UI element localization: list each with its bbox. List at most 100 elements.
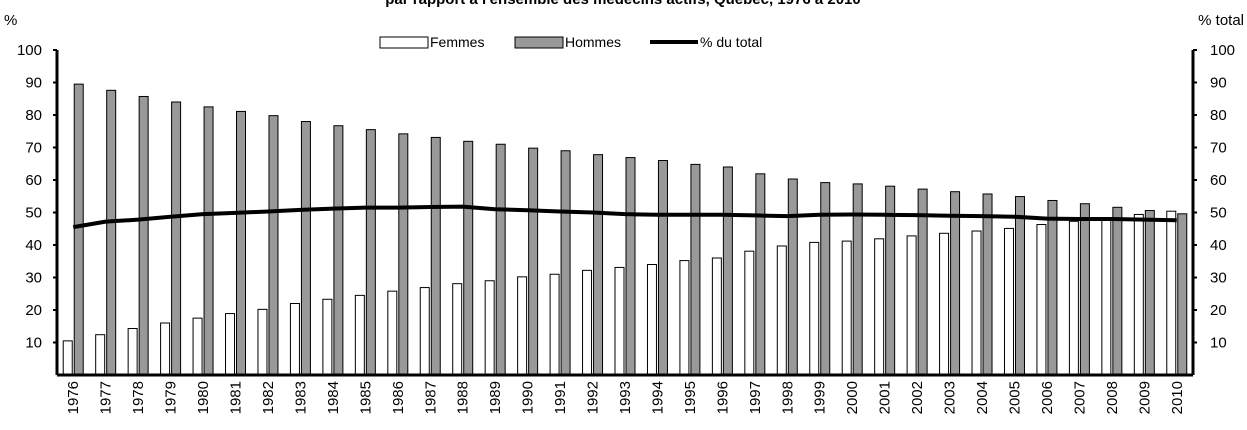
line-pct-total xyxy=(72,204,1177,230)
x-tick-label-1978: 1978 xyxy=(130,381,147,414)
bar-femmes-2010 xyxy=(1166,210,1177,376)
bar-hommes-1998 xyxy=(787,178,798,376)
y-tick-label-right-30: 30 xyxy=(1210,270,1227,287)
y-tick-label-right-10: 10 xyxy=(1210,335,1227,352)
y-tick-label-right-40: 40 xyxy=(1210,237,1227,254)
x-tick-label-2004: 2004 xyxy=(974,381,991,414)
x-tick-label-1998: 1998 xyxy=(779,381,796,414)
y-tick-label-right-90: 90 xyxy=(1210,75,1227,92)
bar-femmes-1985 xyxy=(354,294,365,376)
x-tick-label-1979: 1979 xyxy=(163,381,180,414)
bar-femmes-1977 xyxy=(95,334,106,376)
bar-hommes-1988 xyxy=(463,140,474,376)
bar-femmes-1984 xyxy=(322,298,333,376)
bar-hommes-1994 xyxy=(657,160,668,376)
x-tick-label-1992: 1992 xyxy=(585,381,602,414)
x-tick-label-1996: 1996 xyxy=(714,381,731,414)
bar-femmes-1979 xyxy=(160,322,171,376)
bar-hommes-1982 xyxy=(268,115,279,376)
bar-hommes-2007 xyxy=(1079,203,1090,376)
y-tick-label-left-50: 50 xyxy=(25,205,42,222)
bar-hommes-1984 xyxy=(333,125,344,376)
y-tick-label-left-80: 80 xyxy=(25,107,42,124)
x-tick-label-1991: 1991 xyxy=(552,381,569,414)
y-tick-label-right-50: 50 xyxy=(1210,205,1227,222)
y-axis-left-label: % xyxy=(4,12,17,29)
bar-hommes-1977 xyxy=(106,89,117,376)
y-tick-label-left-60: 60 xyxy=(25,172,42,189)
bar-femmes-2004 xyxy=(971,230,982,376)
x-tick-label-2006: 2006 xyxy=(1039,381,1056,414)
x-tick-label-1988: 1988 xyxy=(455,381,472,414)
y-tick-label-left-10: 10 xyxy=(25,335,42,352)
bar-hommes-1992 xyxy=(593,154,604,376)
bar-femmes-1998 xyxy=(776,245,787,376)
x-tick-label-1989: 1989 xyxy=(487,381,504,414)
bar-femmes-1993 xyxy=(614,266,625,376)
chart-title: par rapport à l'ensemble des médecins ac… xyxy=(385,0,860,8)
x-tick-label-2002: 2002 xyxy=(909,381,926,414)
bar-femmes-2002 xyxy=(906,235,917,376)
bar-femmes-2008 xyxy=(1101,217,1112,376)
bar-femmes-1983 xyxy=(289,303,300,376)
bar-hommes-1983 xyxy=(300,121,311,376)
x-tick-label-2008: 2008 xyxy=(1104,381,1121,414)
bar-femmes-1999 xyxy=(809,241,820,376)
bar-femmes-1978 xyxy=(127,328,138,376)
bar-hommes-2003 xyxy=(950,191,961,376)
bar-hommes-1985 xyxy=(365,129,376,376)
legend-label-femmes: Femmes xyxy=(430,34,484,50)
bar-hommes-2005 xyxy=(1014,196,1025,376)
bar-hommes-1986 xyxy=(398,133,409,376)
y-tick-label-left-100: 100 xyxy=(17,42,42,59)
bar-femmes-1989 xyxy=(484,280,495,376)
x-tick-label-1987: 1987 xyxy=(422,381,439,414)
bar-femmes-1986 xyxy=(387,290,398,376)
bar-hommes-1997 xyxy=(755,173,766,376)
bar-hommes-1991 xyxy=(560,150,571,376)
bar-femmes-2001 xyxy=(874,238,885,376)
bar-hommes-2006 xyxy=(1047,199,1058,376)
bar-hommes-1995 xyxy=(690,163,701,376)
plot-area: 10 10 20 20 30 30 40 40 50 50 60 60 70 70 80 80 90 90 100 1… xyxy=(17,42,1235,414)
bar-hommes-1979 xyxy=(171,101,182,376)
bar-femmes-1992 xyxy=(582,269,593,376)
bar-femmes-2006 xyxy=(1036,224,1047,376)
y-tick-label-right-100: 100 xyxy=(1210,42,1235,59)
bar-femmes-1997 xyxy=(744,250,755,376)
x-tick-label-1994: 1994 xyxy=(649,381,666,414)
x-tick-label-1997: 1997 xyxy=(747,381,764,414)
legend: Femmes Hommes % du total xyxy=(379,34,762,50)
bar-hommes-1980 xyxy=(203,106,214,376)
y-tick-label-right-70: 70 xyxy=(1210,140,1227,157)
bar-hommes-1987 xyxy=(430,136,441,376)
bar-femmes-2005 xyxy=(1003,227,1014,376)
bar-hommes-1993 xyxy=(625,157,636,376)
bar-hommes-2004 xyxy=(982,193,993,376)
legend-label-total: % du total xyxy=(700,34,762,50)
x-tick-label-1980: 1980 xyxy=(195,381,212,414)
legend-swatch-hommes xyxy=(514,36,564,49)
x-tick-label-1976: 1976 xyxy=(65,381,82,414)
bar-femmes-1981 xyxy=(225,313,236,376)
bar-hommes-1981 xyxy=(236,110,247,376)
x-tick-label-2001: 2001 xyxy=(877,381,894,414)
bar-femmes-1990 xyxy=(517,276,528,376)
x-tick-label-1982: 1982 xyxy=(260,381,277,414)
bar-femmes-2000 xyxy=(841,240,852,376)
legend-label-hommes: Hommes xyxy=(565,34,621,50)
y-tick-label-right-20: 20 xyxy=(1210,302,1227,319)
bar-femmes-1987 xyxy=(419,287,430,376)
y-tick-label-left-40: 40 xyxy=(25,237,42,254)
bar-femmes-1996 xyxy=(711,257,722,376)
x-tick-label-2000: 2000 xyxy=(844,381,861,414)
y-tick-label-left-70: 70 xyxy=(25,140,42,157)
bar-femmes-1988 xyxy=(452,283,463,376)
x-tick-label-1983: 1983 xyxy=(292,381,309,414)
x-tick-label-1999: 1999 xyxy=(812,381,829,414)
x-tick-label-1977: 1977 xyxy=(98,381,115,414)
bar-hommes-1996 xyxy=(722,166,733,376)
bar-femmes-2007 xyxy=(1068,220,1079,376)
x-tick-label-1981: 1981 xyxy=(228,381,245,414)
